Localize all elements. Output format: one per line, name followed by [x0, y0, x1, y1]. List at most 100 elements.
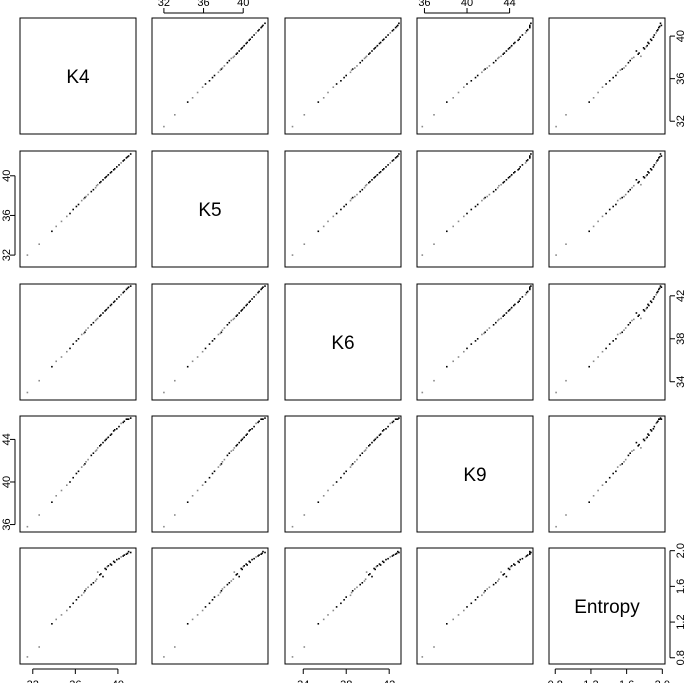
data-point: [220, 68, 223, 70]
data-point: [658, 25, 661, 28]
data-point: [241, 568, 243, 571]
data-point: [345, 74, 347, 77]
data-point: [373, 567, 375, 570]
variable-label-entropy: Entropy: [574, 597, 640, 618]
data-point: [204, 481, 207, 483]
data-point: [364, 578, 367, 580]
data-point: [502, 53, 504, 55]
data-point: [246, 41, 248, 44]
data-point: [612, 340, 614, 342]
data-point: [356, 193, 358, 196]
data-point: [530, 551, 532, 554]
data-point: [120, 556, 122, 558]
data-point: [627, 454, 630, 457]
data-point: [113, 300, 116, 302]
data-point: [521, 557, 524, 560]
data-point: [240, 439, 242, 442]
data-point: [85, 195, 87, 198]
data-point: [658, 26, 660, 29]
data-point: [92, 452, 95, 454]
data-point: [208, 476, 211, 479]
data-point: [104, 177, 106, 179]
data-point: [369, 52, 371, 54]
data-point: [463, 86, 465, 88]
data-point: [608, 80, 611, 82]
data-point: [120, 293, 122, 296]
data-point: [102, 575, 104, 578]
data-point: [521, 296, 524, 298]
data-point: [129, 153, 132, 155]
data-point: [230, 450, 233, 452]
data-point: [291, 525, 294, 528]
data-point: [643, 439, 646, 442]
data-point: [483, 69, 485, 71]
data-point: [645, 45, 648, 48]
data-point: [510, 565, 513, 567]
data-point: [463, 215, 465, 218]
data-point: [359, 190, 361, 193]
data-point: [623, 195, 625, 198]
data-point: [500, 317, 502, 320]
data-point: [378, 563, 381, 565]
data-point: [642, 176, 645, 178]
data-point: [497, 580, 499, 582]
data-point: [526, 554, 529, 556]
tick-label-entropy: 1.6: [619, 679, 634, 683]
data-point: [361, 582, 364, 584]
data-point: [94, 450, 97, 452]
data-point: [643, 310, 646, 312]
data-point: [226, 324, 229, 326]
data-point: [232, 449, 235, 451]
data-point: [186, 101, 189, 103]
data-point: [446, 365, 448, 368]
data-point: [659, 153, 662, 155]
data-point: [652, 428, 655, 430]
data-point: [92, 188, 95, 191]
data-point: [507, 48, 510, 50]
data-point: [525, 555, 528, 557]
tick-label-k5: 36: [1, 209, 13, 221]
data-point: [484, 68, 486, 70]
data-point: [659, 417, 662, 419]
data-point: [514, 41, 516, 44]
data-point: [291, 656, 294, 658]
tick-label-k5: 36: [197, 0, 209, 9]
data-point: [389, 162, 392, 164]
data-point: [228, 59, 231, 62]
tick-label-entropy: 0.8: [548, 679, 563, 683]
data-point: [519, 36, 521, 38]
data-point: [107, 565, 110, 567]
data-point: [211, 599, 214, 601]
data-point: [656, 421, 658, 424]
data-point: [217, 466, 220, 468]
data-point: [255, 422, 257, 425]
data-point: [502, 181, 504, 184]
data-point: [623, 461, 625, 463]
variable-label-k6: K6: [331, 333, 354, 354]
data-point: [529, 550, 531, 553]
panel-k5-k9: [416, 150, 534, 268]
data-point: [335, 481, 338, 483]
data-point: [529, 24, 531, 27]
data-point: [109, 434, 112, 436]
data-point: [421, 125, 424, 128]
data-point: [476, 596, 479, 598]
data-point: [55, 225, 57, 228]
data-point: [385, 428, 387, 430]
data-point: [223, 65, 226, 67]
data-point: [75, 599, 78, 601]
data-point: [69, 606, 71, 608]
data-point: [378, 42, 381, 45]
data-point: [123, 159, 126, 161]
data-point: [211, 340, 214, 342]
data-point: [51, 230, 53, 233]
data-point: [84, 590, 86, 592]
data-point: [505, 50, 508, 52]
data-point: [66, 350, 68, 353]
data-point: [106, 437, 109, 440]
data-point: [365, 571, 368, 573]
data-point: [322, 618, 325, 621]
data-point: [204, 83, 207, 85]
data-point: [211, 76, 214, 79]
data-point: [397, 418, 399, 420]
